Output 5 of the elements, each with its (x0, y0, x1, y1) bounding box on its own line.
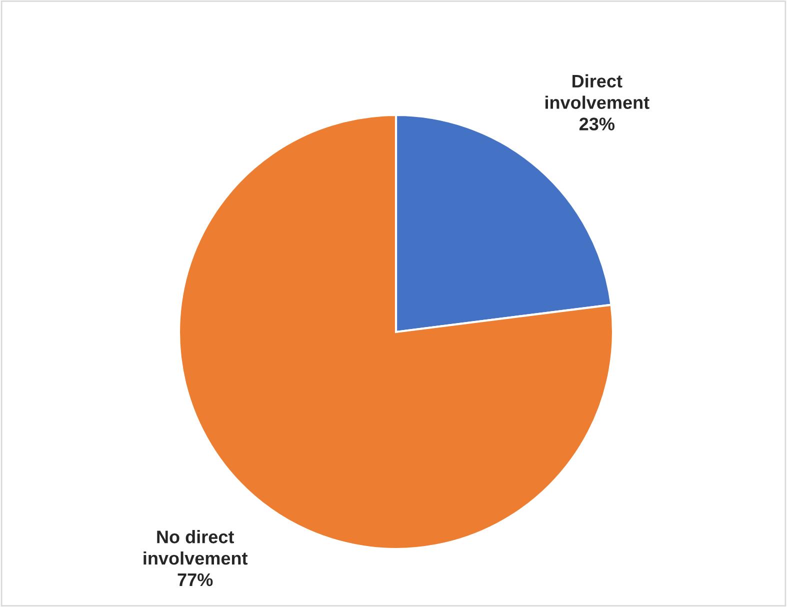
data-label: 23% (579, 118, 614, 130)
slice-label: No direct involvement (144, 530, 248, 565)
data-label: 77% (178, 573, 213, 586)
pie-slice (178, 114, 614, 550)
slice-label: Direct involvement (545, 74, 650, 109)
